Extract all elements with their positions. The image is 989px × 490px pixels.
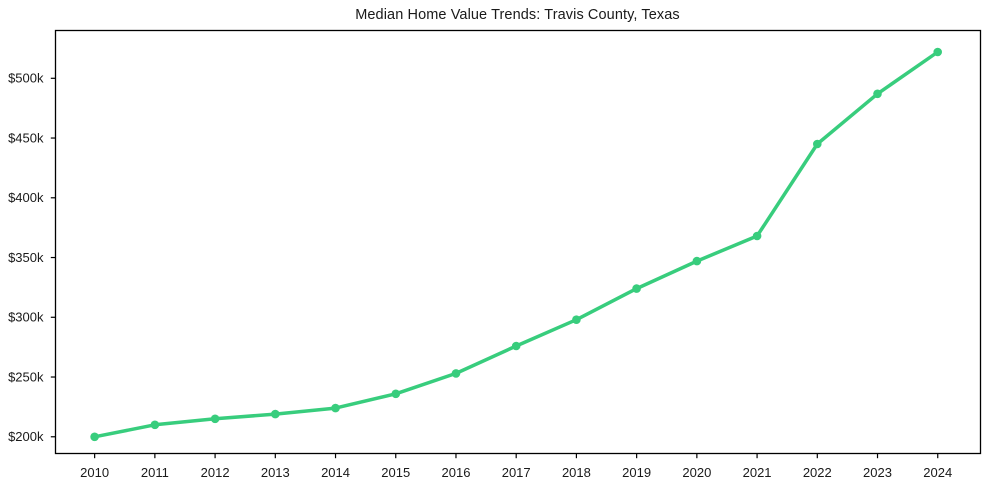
- x-tick-label: 2012: [201, 465, 230, 480]
- data-point-marker: [511, 341, 521, 351]
- data-point-marker: [933, 47, 942, 57]
- data-point-marker: [632, 284, 641, 293]
- x-tick-label: 2015: [381, 465, 410, 480]
- x-tick-label: 2021: [743, 465, 772, 480]
- data-point-marker: [451, 369, 461, 378]
- x-tick-label: 2011: [141, 465, 169, 480]
- y-tick-label: $200k: [8, 429, 44, 444]
- data-point-marker: [752, 231, 762, 241]
- data-point-marker: [391, 389, 401, 399]
- chart-title: Median Home Value Trends: Travis County,…: [355, 7, 680, 23]
- plot-frame: [54, 29, 982, 455]
- y-tick-label: $350k: [8, 250, 44, 265]
- x-tick-label: 2020: [682, 465, 711, 480]
- data-point-marker: [271, 409, 280, 419]
- x-tick-label: 2016: [442, 465, 471, 480]
- data-point-marker: [150, 420, 160, 430]
- data-point-marker: [210, 414, 220, 424]
- x-tick-label: 2019: [622, 465, 651, 480]
- y-tick-label: $300k: [8, 310, 44, 325]
- data-point-marker: [572, 315, 581, 325]
- x-tick-label: 2022: [803, 465, 832, 480]
- y-tick-label: $500k: [8, 71, 44, 86]
- x-tick-label: 2013: [261, 465, 290, 480]
- y-tick-label: $250k: [8, 369, 44, 384]
- x-tick-label: 2018: [562, 465, 591, 480]
- x-tick-label: 2014: [321, 465, 350, 480]
- x-tick-label: 2010: [80, 465, 109, 480]
- x-tick-label: 2017: [502, 465, 531, 480]
- y-tick-label: $450k: [8, 130, 44, 145]
- data-point-marker: [873, 89, 882, 99]
- data-point-marker: [331, 403, 340, 413]
- data-point-marker: [90, 432, 99, 442]
- y-tick-label: $400k: [8, 190, 44, 205]
- data-point-marker: [813, 139, 822, 149]
- trend-line: [92, 50, 940, 439]
- x-tick-label: 2023: [863, 465, 892, 480]
- x-tick-label: 2024: [923, 465, 952, 480]
- data-point-marker: [692, 256, 702, 266]
